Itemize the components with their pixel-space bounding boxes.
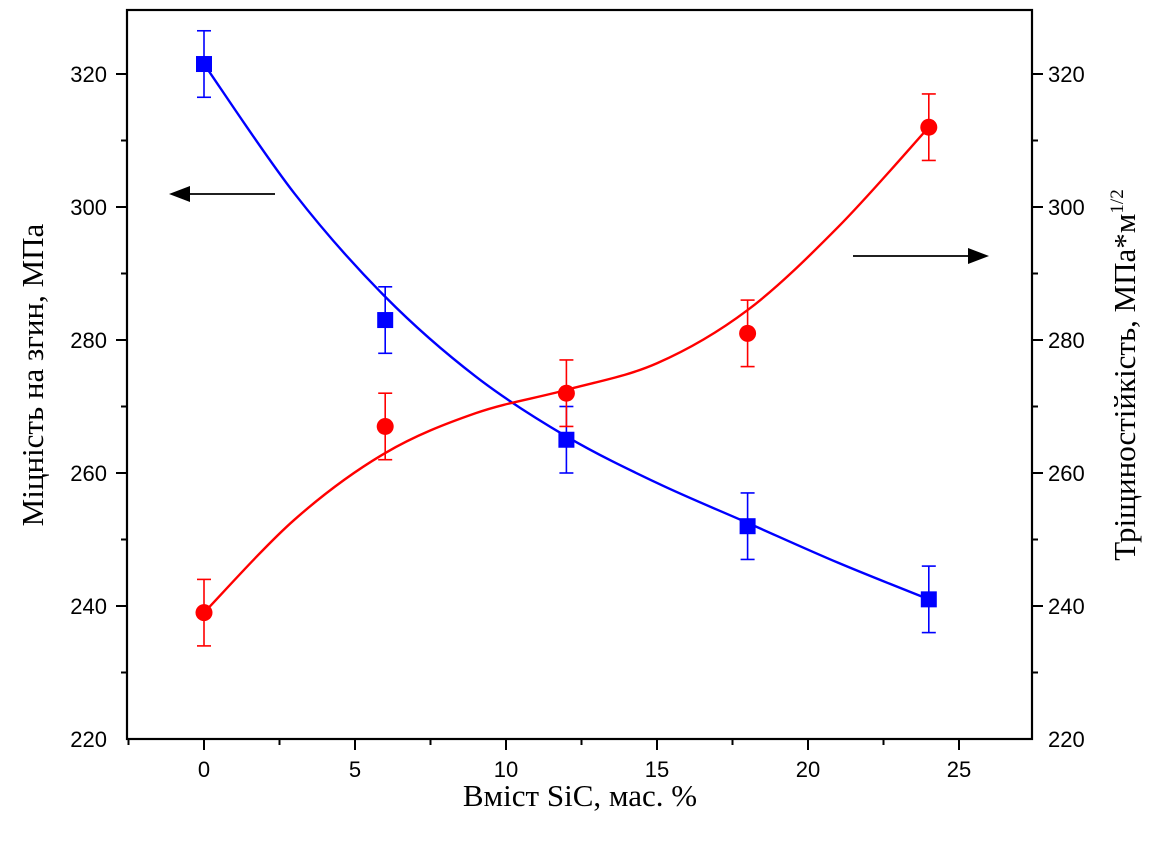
- data-point: [739, 324, 757, 342]
- y-axis-left-title: Міцність на згин, МПа: [15, 223, 50, 526]
- y-left-tick-label: 280: [70, 328, 107, 353]
- data-point: [920, 118, 938, 136]
- data-point: [920, 591, 937, 608]
- y-right-tick-label: 280: [1048, 328, 1085, 353]
- y-axis-right-title-main: Тріщиностійкість, МПа*м: [1107, 214, 1142, 561]
- y-right-tick-label: 240: [1048, 594, 1085, 619]
- series-layer: [195, 29, 938, 647]
- fit-line: [203, 63, 930, 601]
- y-axis-right-title-sup: 1/2: [1107, 189, 1128, 213]
- x-axis-title: Вміст SiC, мас. %: [463, 778, 697, 813]
- y-left-tick-label: 320: [70, 62, 107, 87]
- y-axis-right: 220 240 260 280 300 320: [1032, 62, 1085, 752]
- y-right-tick-label: 320: [1048, 62, 1085, 87]
- y-left-tick-label: 220: [70, 727, 107, 752]
- plot-frame: [125, 8, 1034, 741]
- data-point: [739, 518, 756, 535]
- y-left-tick-label: 300: [70, 195, 107, 220]
- arrow-left-head: [169, 186, 190, 202]
- x-tick-label: 20: [796, 757, 820, 782]
- x-tick-label: 0: [198, 757, 210, 782]
- y-right-tick-label: 300: [1048, 195, 1085, 220]
- data-point: [558, 431, 575, 448]
- data-point: [557, 384, 575, 402]
- data-point: [376, 417, 394, 435]
- arrow-right-head: [968, 248, 989, 264]
- x-tick-label: 25: [947, 757, 971, 782]
- x-axis: 0 5 10 15 20 25: [127, 739, 971, 782]
- x-tick-label: 10: [494, 757, 518, 782]
- x-tick-label: 15: [645, 757, 669, 782]
- y-axis-right-title: Тріщиностійкість, МПа*м1/2: [1107, 189, 1142, 560]
- y-left-tick-label: 240: [70, 594, 107, 619]
- y-right-tick-label: 220: [1048, 727, 1085, 752]
- y-axis-left: 220 240 260 280 300 320: [70, 62, 127, 752]
- annotation-arrows: [169, 186, 989, 264]
- y-left-tick-label: 260: [70, 461, 107, 486]
- y-right-tick-label: 260: [1048, 461, 1085, 486]
- x-tick-label: 5: [349, 757, 361, 782]
- data-point: [377, 312, 394, 329]
- data-point: [196, 56, 212, 73]
- data-point: [195, 604, 213, 622]
